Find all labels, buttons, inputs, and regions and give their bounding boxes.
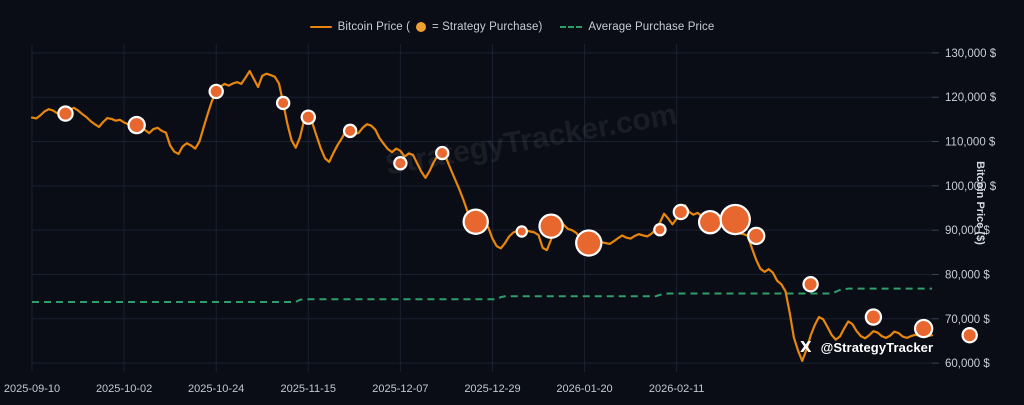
purchase-marker[interactable]	[464, 210, 487, 233]
purchase-marker[interactable]	[345, 125, 356, 136]
y-axis-tick-label: 70,000 $	[945, 314, 990, 326]
purchase-marker[interactable]	[963, 329, 976, 342]
average-purchase-price-line	[32, 287, 932, 303]
y-axis-tick-label: 120,000 $	[945, 92, 997, 104]
y-axis-tick-label: 100,000 $	[945, 181, 997, 193]
purchase-marker[interactable]	[674, 205, 687, 218]
x-axis-tick-labels: 2025-09-10 2025-10-02 2025-10-24 2025-11-15…	[4, 383, 705, 395]
y-axis-tick-label: 90,000 $	[945, 225, 990, 237]
y-axis-tick-label: 130,000 $	[945, 48, 997, 60]
purchase-marker[interactable]	[540, 215, 562, 237]
x-axis-tick-label: 2025-10-02	[96, 383, 152, 395]
purchase-marker[interactable]	[916, 321, 932, 337]
purchase-marker[interactable]	[278, 97, 289, 108]
y-axis-tick-label: 60,000 $	[945, 358, 990, 370]
purchase-marker[interactable]	[721, 206, 749, 234]
purchase-marker[interactable]	[437, 148, 448, 159]
purchase-marker[interactable]	[129, 118, 144, 133]
x-axis-tick-label: 2025-09-10	[4, 383, 60, 395]
x-axis-tick-label: 2025-12-29	[464, 383, 520, 395]
purchase-marker[interactable]	[866, 310, 880, 324]
purchase-marker[interactable]	[302, 111, 314, 123]
x-axis-tick-label: 2025-10-24	[188, 383, 244, 395]
y-axis-tick-label: 80,000 $	[945, 269, 990, 281]
purchase-marker[interactable]	[655, 225, 665, 235]
y-axis-title: Bitcoin Price ($)	[974, 160, 987, 245]
purchase-marker[interactable]	[577, 231, 601, 255]
purchase-marker[interactable]	[804, 278, 817, 291]
y-axis-tick-label: 110,000 $	[945, 137, 996, 149]
x-axis-tick-label: 2025-11-15	[281, 383, 336, 395]
x-axis-tick-label: 2026-01-20	[556, 383, 612, 395]
purchase-marker[interactable]	[517, 227, 526, 236]
purchase-marker[interactable]	[395, 158, 406, 169]
x-axis-tick-label: 2026-02-11	[649, 383, 704, 395]
x-axis-tick-label: 2025-12-07	[372, 383, 428, 395]
y-axis-tick-labels: 130,000 $ 120,000 $ 110,000 $ 100,000 $ 90,0…	[932, 48, 997, 370]
purchase-marker[interactable]	[59, 107, 72, 120]
purchase-marker[interactable]	[700, 212, 721, 233]
purchase-markers	[57, 83, 978, 344]
purchase-marker[interactable]	[749, 228, 764, 243]
purchase-marker[interactable]	[210, 85, 222, 97]
